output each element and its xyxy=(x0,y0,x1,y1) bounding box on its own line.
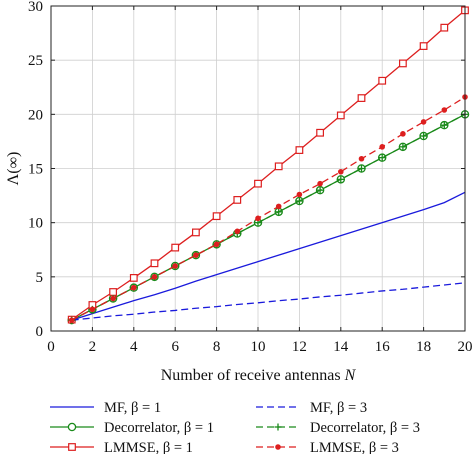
y-tick-label: 15 xyxy=(28,162,43,178)
marker-dot xyxy=(400,131,406,137)
x-tick-label: 20 xyxy=(458,339,473,355)
x-tick-label: 4 xyxy=(130,339,138,355)
x-axis-label: Number of receive antennas N xyxy=(161,367,357,384)
legend-label: LMMSE, β = 1 xyxy=(104,440,193,454)
legend-item: MF, β = 1 xyxy=(50,400,161,416)
marker-dot xyxy=(193,252,199,258)
marker-square xyxy=(109,288,118,296)
marker-dot xyxy=(379,144,386,150)
x-tick-label: 18 xyxy=(416,339,431,355)
marker-dot xyxy=(317,180,323,187)
y-tick-label: 5 xyxy=(36,270,44,286)
marker-dot xyxy=(337,168,344,175)
marker-dot xyxy=(275,444,281,450)
series-1 xyxy=(71,191,466,321)
marker-dot xyxy=(110,295,116,302)
marker-dot xyxy=(358,155,365,162)
x-tick-label: 14 xyxy=(333,339,349,355)
marker-square xyxy=(233,196,242,204)
x-axis-label-variable: N xyxy=(344,367,357,384)
marker-dot xyxy=(441,107,448,113)
x-tick-label: 16 xyxy=(375,339,391,355)
marker-square xyxy=(254,179,262,188)
marker-dot xyxy=(234,228,241,235)
marker-square xyxy=(316,128,324,137)
legend-item: Decorrelator, β = 1 xyxy=(50,420,214,436)
legend-item: MF, β = 3 xyxy=(256,400,367,416)
x-tick-label: 0 xyxy=(47,339,55,355)
marker-square xyxy=(440,23,449,32)
series-line xyxy=(71,191,466,321)
marker-dot xyxy=(151,274,158,280)
legend-item: LMMSE, β = 1 xyxy=(50,440,193,454)
marker-square xyxy=(399,59,407,68)
x-tick-label: 6 xyxy=(171,339,179,355)
legend-item: Decorrelator, β = 3 xyxy=(256,420,420,436)
marker-dot xyxy=(172,263,179,269)
marker-circle xyxy=(67,422,77,432)
x-tick-label: 10 xyxy=(251,339,266,355)
marker-square xyxy=(171,243,180,252)
x-tick-label: 12 xyxy=(292,339,307,355)
marker-dot xyxy=(68,317,75,323)
marker-square xyxy=(378,76,387,85)
marker-square xyxy=(192,228,200,237)
marker-dot xyxy=(213,241,220,248)
y-tick-label: 25 xyxy=(28,53,43,69)
marker-dot xyxy=(131,284,137,291)
series-line xyxy=(71,113,466,321)
marker-dot xyxy=(89,306,96,313)
marker-square xyxy=(336,111,345,120)
marker-dot xyxy=(255,215,261,222)
x-tick-label: 8 xyxy=(213,339,221,355)
legend-label: MF, β = 1 xyxy=(104,400,161,416)
marker-square xyxy=(419,42,428,50)
series-6 xyxy=(68,94,468,323)
marker-square xyxy=(357,94,366,102)
y-tick-label: 30 xyxy=(28,0,43,15)
series-line xyxy=(71,9,466,321)
series-5 xyxy=(68,110,469,324)
y-tick-label: 10 xyxy=(28,216,43,232)
series-3 xyxy=(67,6,469,324)
y-tick-label: 20 xyxy=(28,107,43,123)
marker-square xyxy=(295,146,304,154)
y-tick-label: 0 xyxy=(36,324,44,340)
series-line xyxy=(71,96,466,321)
x-tick-label: 2 xyxy=(89,339,97,355)
marker-dot xyxy=(296,191,303,198)
marker-dot xyxy=(275,203,282,210)
marker-square xyxy=(274,162,283,171)
marker-square xyxy=(68,443,76,451)
legend-label: Decorrelator, β = 3 xyxy=(310,420,420,436)
ticks: 0 2 4 6 8 10 12 14 16 18 20 0 5 10 15 20 25 30 xyxy=(28,0,473,355)
marker-square xyxy=(129,274,138,282)
marker-dot xyxy=(420,119,427,125)
plot-frame xyxy=(50,5,466,332)
legend-label: MF, β = 3 xyxy=(310,400,367,416)
x-axis-label-text: Number of receive antennas xyxy=(161,367,345,384)
legend-label: Decorrelator, β = 1 xyxy=(104,420,214,436)
series-layer xyxy=(67,6,470,325)
legend-label: LMMSE, β = 3 xyxy=(310,440,399,454)
legend-item: LMMSE, β = 3 xyxy=(256,440,399,454)
grid xyxy=(50,5,466,332)
marker-square xyxy=(150,259,159,268)
marker-square xyxy=(212,212,221,221)
legend: MF, β = 1 Decorrelator, β = 1 LMMSE, β = 1… xyxy=(50,400,420,454)
y-axis-label: Λ(∞) xyxy=(5,152,22,186)
